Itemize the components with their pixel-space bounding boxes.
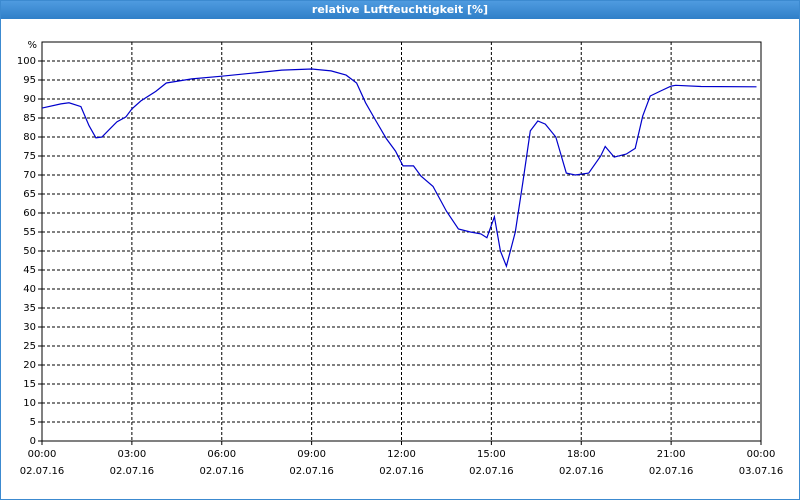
y-tick-label: 35 — [23, 303, 36, 314]
y-tick-label: 10 — [23, 398, 36, 409]
y-tick-label: 90 — [23, 94, 36, 105]
title-bar: relative Luftfeuchtigkeit [%] — [1, 1, 799, 19]
x-tick-label: 06:00 — [207, 449, 236, 460]
x-tick-label: 21:00 — [657, 449, 686, 460]
x-tick-date: 02.07.16 — [469, 466, 514, 477]
x-tick-date: 02.07.16 — [199, 466, 244, 477]
x-tick-date: 02.07.16 — [379, 466, 424, 477]
x-tick-label: 12:00 — [387, 449, 416, 460]
x-tick-label: 15:00 — [477, 449, 506, 460]
y-tick-label: 60 — [23, 208, 36, 219]
x-tick-label: 18:00 — [567, 449, 596, 460]
y-tick-label: 45 — [23, 265, 36, 276]
x-tick-label: 00:00 — [747, 449, 776, 460]
y-tick-label: 95 — [23, 75, 36, 86]
plot-area — [42, 42, 761, 441]
y-tick-label: 85 — [23, 113, 36, 124]
x-tick-date: 02.07.16 — [20, 466, 65, 477]
x-tick-date: 02.07.16 — [289, 466, 334, 477]
y-tick-label: 75 — [23, 151, 36, 162]
plot-frame — [41, 41, 762, 442]
data-line — [41, 68, 757, 269]
y-tick-label: 50 — [23, 246, 36, 257]
y-tick-label: 80 — [23, 132, 36, 143]
y-tick-label: 30 — [23, 322, 36, 333]
y-tick-label: 70 — [23, 170, 36, 181]
x-tick-label: 03:00 — [117, 449, 146, 460]
y-tick-label: 100 — [17, 56, 36, 67]
y-tick-label: 40 — [23, 284, 36, 295]
y-axis-label: % — [27, 40, 37, 51]
x-tick-date: 03.07.16 — [739, 466, 784, 477]
y-tick-label: 65 — [23, 189, 36, 200]
y-tick-label: 20 — [23, 360, 36, 371]
y-tick-label: 55 — [23, 227, 36, 238]
x-tick-date: 02.07.16 — [559, 466, 604, 477]
y-tick-label: 5 — [30, 417, 36, 428]
y-tick-label: 15 — [23, 379, 36, 390]
y-tick-label: 25 — [23, 341, 36, 352]
x-tick-label: 09:00 — [297, 449, 326, 460]
x-tick-date: 02.07.16 — [649, 466, 694, 477]
x-tick-date: 02.07.16 — [110, 466, 155, 477]
x-tick-label: 00:00 — [28, 449, 57, 460]
y-tick-label: 0 — [30, 436, 36, 447]
